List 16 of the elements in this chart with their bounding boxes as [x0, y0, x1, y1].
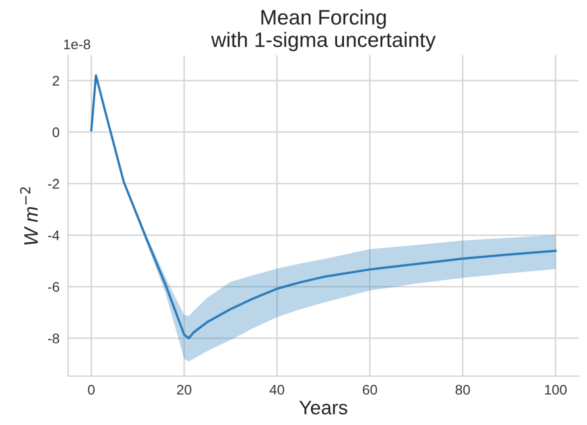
- x-tick-label: 60: [362, 384, 378, 395]
- x-tick-label: 100: [545, 384, 567, 395]
- y-tick-label: -8: [48, 334, 60, 344]
- x-tick-label: 80: [456, 384, 470, 395]
- chart-title: Mean Forcing with 1-sigma uncertainty: [211, 9, 436, 52]
- x-tick-label: 20: [177, 384, 192, 395]
- y-axis-title: W m$^{−2}$: [20, 187, 38, 244]
- y-tick-label: -2: [48, 178, 60, 189]
- y-tick-label: 2: [52, 76, 60, 86]
- y-tick-label: -4: [48, 230, 60, 240]
- text: 1e-8: [64, 39, 90, 50]
- x-tick-label: 40: [270, 384, 284, 395]
- y-tick-label: -6: [48, 282, 60, 292]
- y-tick-label: 0: [52, 127, 60, 138]
- x-tick-label: 0: [88, 384, 95, 395]
- x-axis-title: Years: [299, 400, 348, 414]
